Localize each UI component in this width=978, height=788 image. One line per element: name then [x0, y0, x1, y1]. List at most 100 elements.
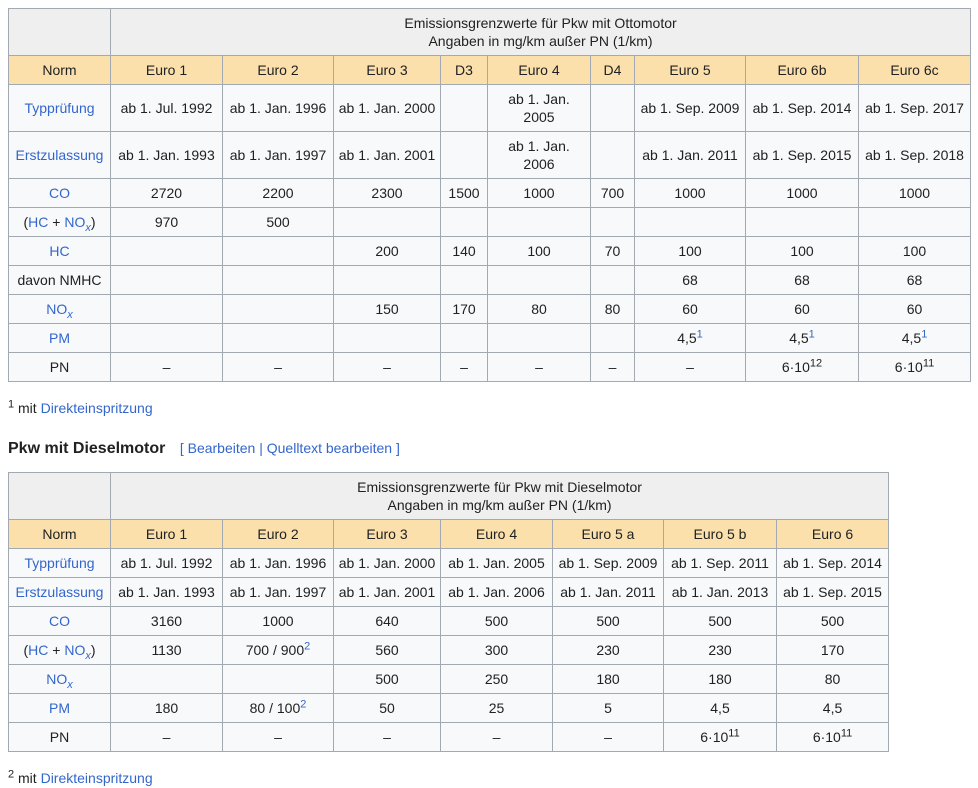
table-row: davon NMHC 68 68 68 — [8, 265, 972, 295]
wiki-link-hc[interactable]: HC — [28, 214, 49, 230]
row-label: CO — [8, 178, 111, 208]
value-cell: 80 — [775, 664, 890, 694]
row-label: Typprüfung — [8, 84, 111, 132]
wiki-link-no[interactable]: NOx — [46, 301, 73, 321]
value-cell: – — [487, 352, 591, 382]
value-cell: 500 — [333, 664, 441, 694]
wiki-link-no[interactable]: NOx — [64, 642, 91, 662]
value-cell — [222, 294, 334, 324]
otto-emissions-table: Emissionsgrenzwerte für Pkw mit Ottomoto… — [8, 8, 972, 382]
value-cell — [110, 236, 223, 266]
value-cell — [440, 265, 488, 295]
value-cell: 1000 — [857, 178, 972, 208]
value-cell: 2200 — [222, 178, 334, 208]
value-cell: 6·1012 — [745, 352, 859, 382]
table-row: PN – – – – –6·1011 6·1011 — [8, 722, 890, 752]
footnote-ref-link[interactable]: 1 — [808, 328, 815, 341]
row-label: CO — [8, 606, 111, 636]
value-cell: 6·1011 — [663, 722, 777, 752]
footnote-ref-link[interactable]: 1 — [921, 328, 928, 341]
value-cell — [590, 265, 635, 295]
value-cell: 6·1011 — [857, 352, 972, 382]
value-cell — [110, 323, 223, 353]
value-cell — [590, 84, 635, 132]
value-cell: ab 1. Jan. 2005 — [440, 548, 553, 578]
value-cell: 1130 — [110, 635, 223, 665]
wiki-link-typprüfung[interactable]: Typprüfung — [24, 555, 95, 571]
footnote-ref: 1 — [697, 328, 703, 340]
column-header: Norm — [8, 55, 111, 85]
column-header: D3 — [440, 55, 488, 85]
value-cell — [440, 207, 488, 237]
value-cell — [440, 323, 488, 353]
value-cell: ab 1. Sep. 2011 — [663, 548, 777, 578]
value-cell: ab 1. Sep. 2015 — [745, 131, 859, 179]
value-cell: 100 — [745, 236, 859, 266]
value-cell: ab 1. Jan. 1993 — [110, 577, 223, 607]
value-cell: 80 — [487, 294, 591, 324]
value-cell: – — [590, 352, 635, 382]
direkteinspritzung-link[interactable]: Direkteinspritzung — [40, 400, 153, 416]
direkteinspritzung-link[interactable]: Direkteinspritzung — [40, 770, 153, 786]
wiki-link-erstzulassung[interactable]: Erstzulassung — [15, 147, 104, 163]
value-cell: ab 1. Sep. 2014 — [775, 548, 890, 578]
value-cell: 5 — [552, 693, 664, 723]
exponent: 11 — [922, 357, 935, 370]
footnote-ref-link[interactable]: 2 — [300, 698, 307, 711]
value-cell — [440, 84, 488, 132]
value-cell: 200 — [333, 236, 441, 266]
column-header: Euro 3 — [333, 55, 441, 85]
wiki-link-co[interactable]: CO — [49, 613, 70, 629]
row-label: NOx — [8, 664, 111, 694]
value-cell: 3160 — [110, 606, 223, 636]
value-cell: ab 1. Sep. 2009 — [552, 548, 664, 578]
table-caption: Emissionsgrenzwerte für Pkw mit Dieselmo… — [109, 472, 890, 520]
value-cell — [487, 207, 591, 237]
column-header: D4 — [590, 55, 635, 85]
table-row: Typprüfung ab 1. Jul. 1992 ab 1. Jan. 1996… — [8, 84, 972, 132]
value-cell — [222, 664, 334, 694]
table-row: CO 3160 1000 640 500 500 500 500 — [8, 606, 890, 636]
value-cell: 68 — [745, 265, 859, 295]
column-header: Euro 4 — [440, 519, 553, 549]
value-cell: ab 1. Jan. 2011 — [634, 131, 746, 179]
value-cell: – — [333, 722, 441, 752]
bracket-close: ] — [395, 440, 400, 456]
value-cell — [590, 131, 635, 179]
wiki-link-typprüfung[interactable]: Typprüfung — [24, 100, 95, 116]
value-cell — [110, 265, 223, 295]
wiki-link-no[interactable]: NOx — [64, 214, 91, 234]
edit-link[interactable]: Bearbeiten — [187, 440, 256, 456]
value-cell: 700 — [590, 178, 635, 208]
wiki-link-no[interactable]: NOx — [46, 671, 73, 691]
wiki-link-pm[interactable]: PM — [49, 700, 70, 716]
exponent: 11 — [840, 727, 853, 740]
value-cell: ab 1. Jan. 2000 — [333, 548, 441, 578]
corner-cell — [8, 472, 111, 520]
value-cell — [333, 207, 441, 237]
value-cell: 2300 — [333, 178, 441, 208]
value-cell: 500 — [440, 606, 553, 636]
table-header-row: Norm Euro 1 Euro 2 Euro 3 D3 Euro 4 D4 Euro 5 Eu… — [8, 55, 972, 85]
value-cell: 500 — [663, 606, 777, 636]
wiki-link-erstzulassung[interactable]: Erstzulassung — [15, 584, 104, 600]
row-label: PM — [8, 693, 111, 723]
footnote-ref-link[interactable]: 2 — [304, 640, 311, 653]
footnote-ref-link[interactable]: 1 — [696, 328, 703, 341]
value-cell — [487, 265, 591, 295]
footnote-otto: 1 mit Direkteinspritzung — [8, 399, 970, 418]
value-cell — [440, 131, 488, 179]
value-cell: 60 — [857, 294, 972, 324]
wiki-link-hc[interactable]: HC — [28, 642, 49, 658]
footnote-ref: 2 — [300, 698, 306, 710]
table-row: PM 180 80 / 1002 50 25 5 4,5 4,5 — [8, 693, 890, 723]
value-cell — [590, 207, 635, 237]
wiki-link-hc[interactable]: HC — [49, 243, 70, 259]
value-cell: ab 1. Jan. 1997 — [222, 131, 334, 179]
section-heading: Pkw mit Dieselmotor [ Bearbeiten | Quell… — [8, 439, 970, 458]
wiki-link-pm[interactable]: PM — [49, 330, 70, 346]
wiki-link-co[interactable]: CO — [49, 185, 70, 201]
value-cell: 4,51 — [857, 323, 972, 353]
edit-source-link[interactable]: Quelltext bearbeiten — [266, 440, 393, 456]
value-cell: 140 — [440, 236, 488, 266]
